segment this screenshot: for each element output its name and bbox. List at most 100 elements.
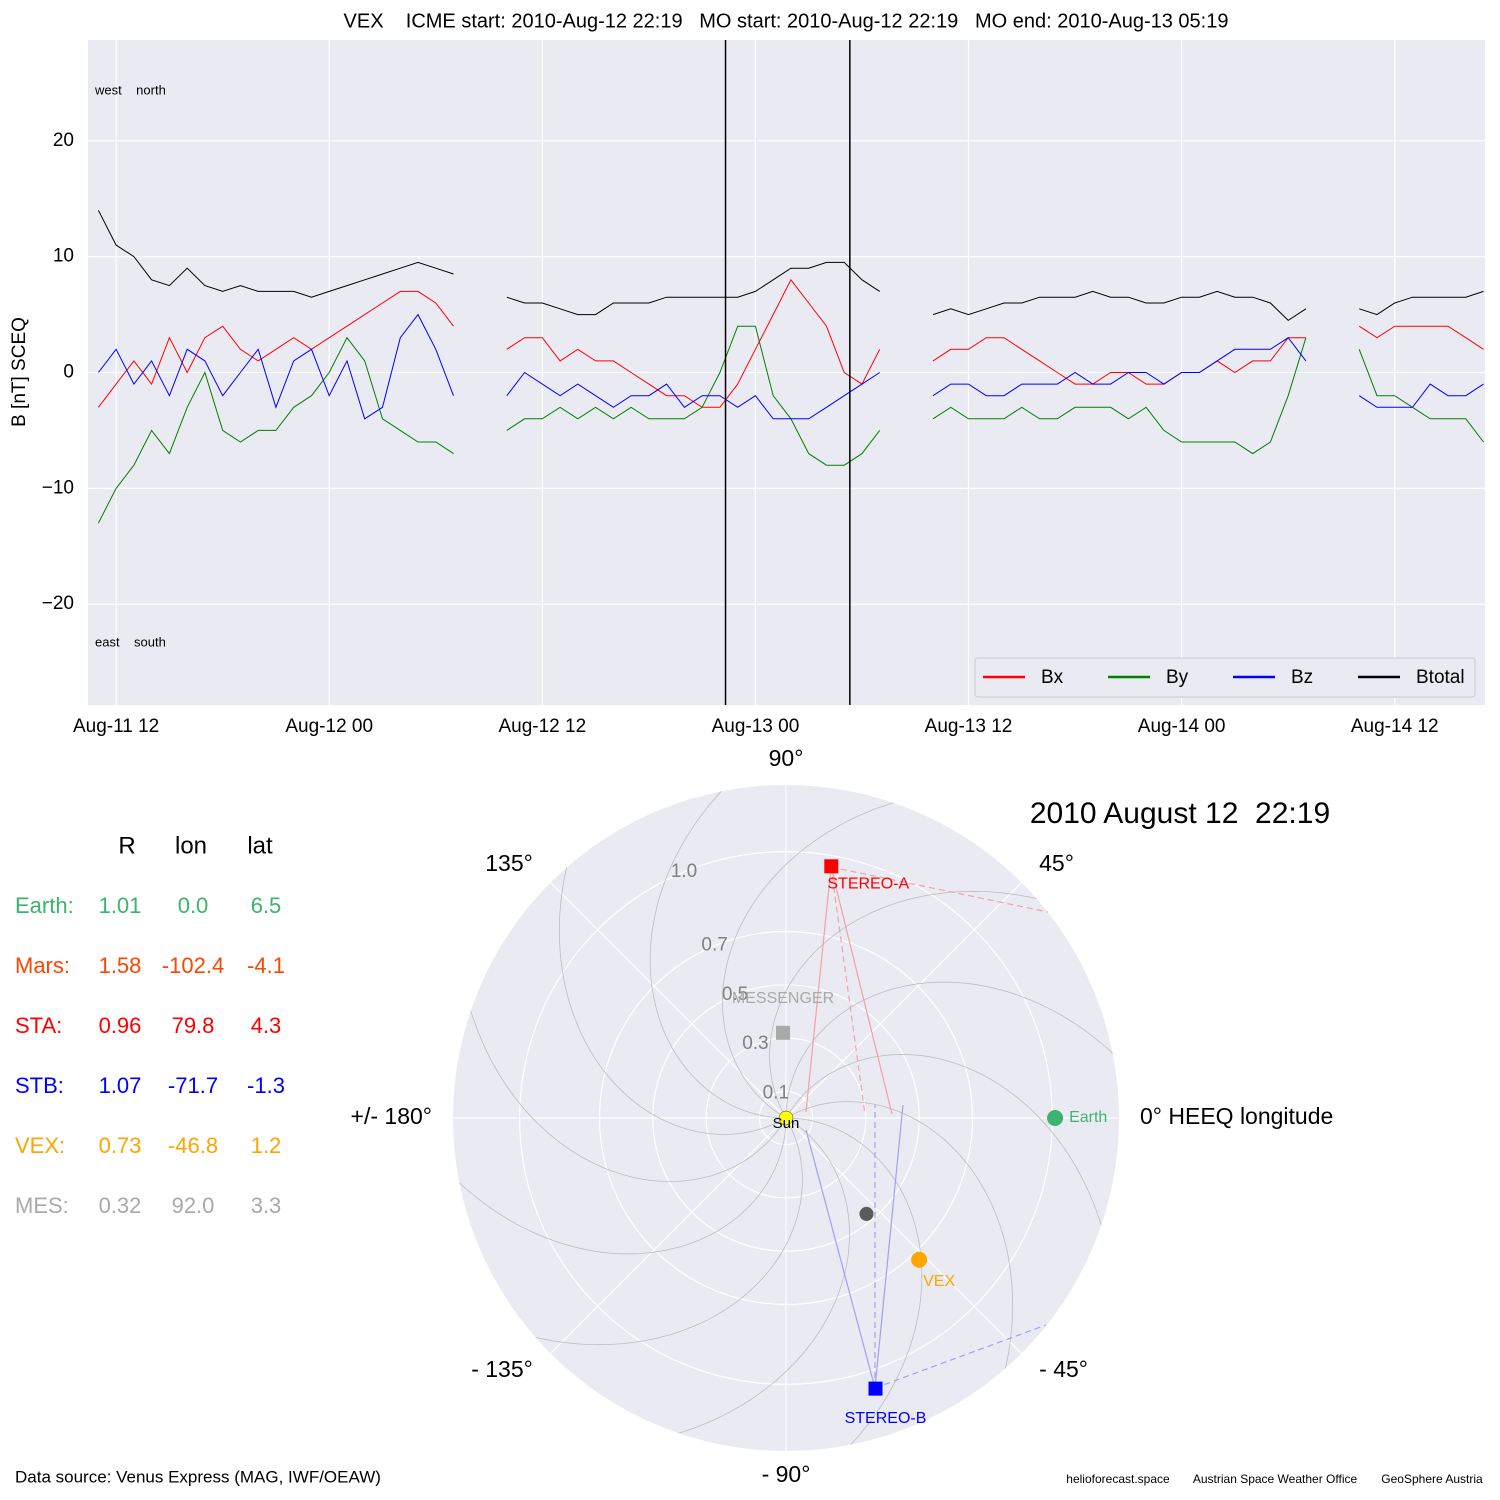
table-header: lon [175, 832, 207, 859]
table-cell: 1.07 [99, 1073, 142, 1098]
body-marker [776, 1025, 791, 1040]
table-header: lat [247, 832, 273, 859]
series-line [97, 210, 1484, 322]
table-cell: -4.1 [247, 953, 285, 978]
table-cell: 3.3 [251, 1193, 282, 1218]
legend-box [974, 657, 1476, 698]
field-line [874, 1104, 904, 1389]
body-label: VEX [923, 1273, 955, 1290]
spiral [785, 1117, 923, 1445]
body-marker [868, 1381, 883, 1396]
body-label: MESSENGER [732, 990, 834, 1007]
table-row-name: STA: [15, 1013, 62, 1038]
table-cell: 1.01 [99, 893, 142, 918]
theta-tick-label: 45° [1039, 850, 1074, 876]
r-tick-label: 0.7 [701, 935, 727, 956]
r-tick-label: 0.1 [763, 1082, 789, 1103]
table-cell: -46.8 [168, 1133, 218, 1158]
x-tick-label: Aug-13 12 [925, 716, 1013, 737]
legend-label: By [1166, 667, 1189, 688]
field-line [830, 866, 893, 1115]
theta-tick-label: - 90° [762, 1461, 811, 1487]
legend-label: Btotal [1416, 667, 1465, 688]
r-tick-label: 1.0 [671, 861, 697, 882]
theta-tick-label: 0° HEEQ longitude [1140, 1103, 1333, 1129]
grid-radial [550, 882, 787, 1119]
grid-radial [785, 882, 1022, 1119]
spiral [785, 1054, 1102, 1226]
body-marker [859, 1206, 874, 1221]
y-tick-label: 10 [53, 246, 74, 267]
theta-tick-label: - 45° [1039, 1356, 1088, 1382]
table-cell: 4.3 [251, 1013, 282, 1038]
body-marker [911, 1251, 928, 1268]
spiral [558, 867, 787, 1135]
footer-credit: GeoSphere Austria [1381, 1472, 1483, 1486]
lines [97, 210, 1484, 524]
table-row-name: MES: [15, 1193, 69, 1218]
table-cell: -102.4 [162, 953, 224, 978]
body-marker [824, 859, 839, 874]
sun [778, 1110, 794, 1126]
y-tick-label: −10 [42, 477, 74, 498]
table-row-name: Earth: [15, 893, 74, 918]
table-cell: -71.7 [168, 1073, 218, 1098]
spiral [785, 981, 1113, 1119]
body-marker [1047, 1110, 1064, 1126]
table-cell: 79.8 [172, 1013, 215, 1038]
polar-title: 2010 August 12 22:19 [1030, 797, 1330, 830]
table-cell: -1.3 [247, 1073, 285, 1098]
y-tick-label: −20 [42, 593, 74, 614]
legend-label: Bx [1041, 667, 1064, 688]
theta-tick-label: - 135° [471, 1356, 533, 1382]
grid-circle [598, 930, 974, 1306]
body-label: STEREO-A [827, 876, 909, 893]
body-label: STEREO-B [845, 1410, 927, 1427]
table-cell: 6.5 [251, 893, 282, 918]
sun-label: Sun [773, 1115, 800, 1132]
table-cell: 1.2 [251, 1133, 282, 1158]
field-line [805, 866, 832, 1113]
y-tick-label: 20 [53, 130, 74, 151]
theta-tick-label: 90° [769, 745, 804, 771]
body-label: Earth [1069, 1109, 1107, 1126]
series-line [98, 313, 1484, 420]
r-tick-label: 0.5 [722, 984, 748, 1005]
table-cell: 0.96 [99, 1013, 142, 1038]
field-line [830, 866, 866, 1115]
spiral [769, 890, 1037, 1119]
spiral [649, 791, 787, 1119]
field-lines [805, 866, 1049, 1389]
spiral [470, 1010, 787, 1182]
table-header: R [118, 832, 135, 859]
grid-radial [785, 1117, 1022, 1354]
field-line [874, 1324, 1047, 1389]
y-tick-label: 0 [63, 362, 74, 383]
theta-tick-label: +/- 180° [351, 1103, 432, 1129]
annotation: west north [94, 82, 166, 97]
x-tick-label: Aug-11 12 [73, 716, 159, 737]
theta-tick-label: 135° [485, 850, 533, 876]
table-cell: 92.0 [172, 1193, 215, 1218]
footer-credit: helioforecast.space [1066, 1472, 1170, 1486]
annotation: east south [95, 634, 166, 649]
grid-circle [758, 1090, 814, 1146]
x-tick-label: Aug-14 00 [1138, 716, 1226, 737]
chart-title: VEX ICME start: 2010-Aug-12 22:19 MO sta… [344, 10, 1229, 32]
x-tick-label: Aug-13 00 [712, 716, 800, 737]
grid-circle [652, 984, 920, 1252]
y-axis-label: B [nT] SCEQ [9, 317, 30, 427]
spiral [459, 1117, 787, 1255]
series-line [97, 325, 1484, 524]
x-tick-label: Aug-12 00 [285, 716, 373, 737]
table-cell: 1.58 [99, 953, 142, 978]
footer-credit: Austrian Space Weather Office [1193, 1472, 1358, 1486]
spiral [722, 802, 894, 1119]
table-cell: 0.32 [99, 1193, 142, 1218]
legend-label: Bz [1291, 667, 1313, 688]
spiral [785, 1101, 1014, 1369]
table-row-name: VEX: [15, 1133, 65, 1158]
spiral [535, 1117, 803, 1346]
table-row-name: STB: [15, 1073, 64, 1098]
